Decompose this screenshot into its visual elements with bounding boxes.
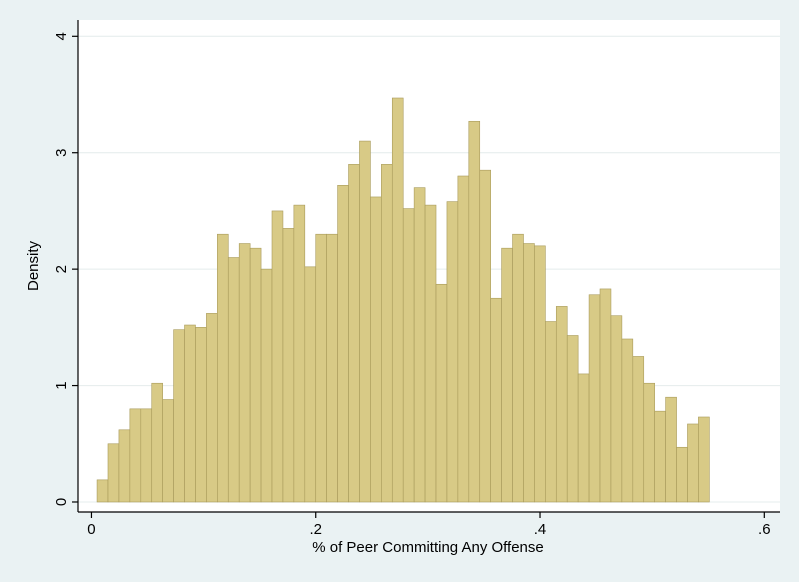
y-tick-label: 1 [53,381,70,389]
bar [282,228,295,503]
bar [676,446,688,503]
bar [107,443,120,503]
bar [446,201,459,503]
bar [479,169,491,503]
y-axis-label: Density [25,240,42,291]
bar [698,416,710,503]
x-tick-label: .4 [534,521,547,538]
bar [217,233,229,503]
x-tick-label: 0 [87,521,95,538]
bar [206,313,218,503]
bar [501,247,513,503]
bar [654,410,666,503]
bar [523,243,535,503]
bar [490,297,502,503]
bar [435,283,448,503]
bar [381,164,393,503]
y-tick-label: 3 [53,149,70,157]
bar [512,233,524,503]
bar [402,208,415,503]
bar [643,382,655,503]
bar [227,257,240,503]
bar [348,164,360,503]
x-axis-label: % of Peer Committing Any Offense [312,539,544,556]
bar [238,243,251,503]
y-tick-label: 0 [53,498,70,506]
bar [632,356,645,503]
bar [326,233,338,503]
bar [162,399,174,503]
bar [260,268,273,503]
bar [610,315,623,503]
bar [271,210,284,503]
bar [151,382,163,503]
bar [184,324,196,503]
bar [391,97,404,503]
bar [468,120,481,503]
bar [599,288,612,503]
bar [118,429,131,503]
bar [588,294,601,503]
bar [621,338,634,503]
y-tick-label: 2 [53,265,70,273]
bar [304,266,317,503]
bar [315,233,327,503]
bar [457,175,470,503]
bar [534,245,546,503]
bar [359,140,371,503]
bar [545,321,557,503]
bar [566,335,579,503]
bar [293,204,306,503]
x-tick-label: .2 [309,521,322,538]
bar [370,196,382,503]
bar [337,185,349,503]
bar [413,187,426,503]
y-tick-label: 4 [53,32,70,40]
bar [129,408,142,503]
bar [665,396,677,503]
bar [577,373,590,503]
x-tick-label: .6 [758,521,771,538]
bar [173,329,185,503]
bar [195,327,207,503]
bar [96,479,109,503]
bar [140,408,153,503]
bar [687,423,699,503]
bar [555,306,568,503]
bar [424,204,437,503]
bar [249,247,262,503]
